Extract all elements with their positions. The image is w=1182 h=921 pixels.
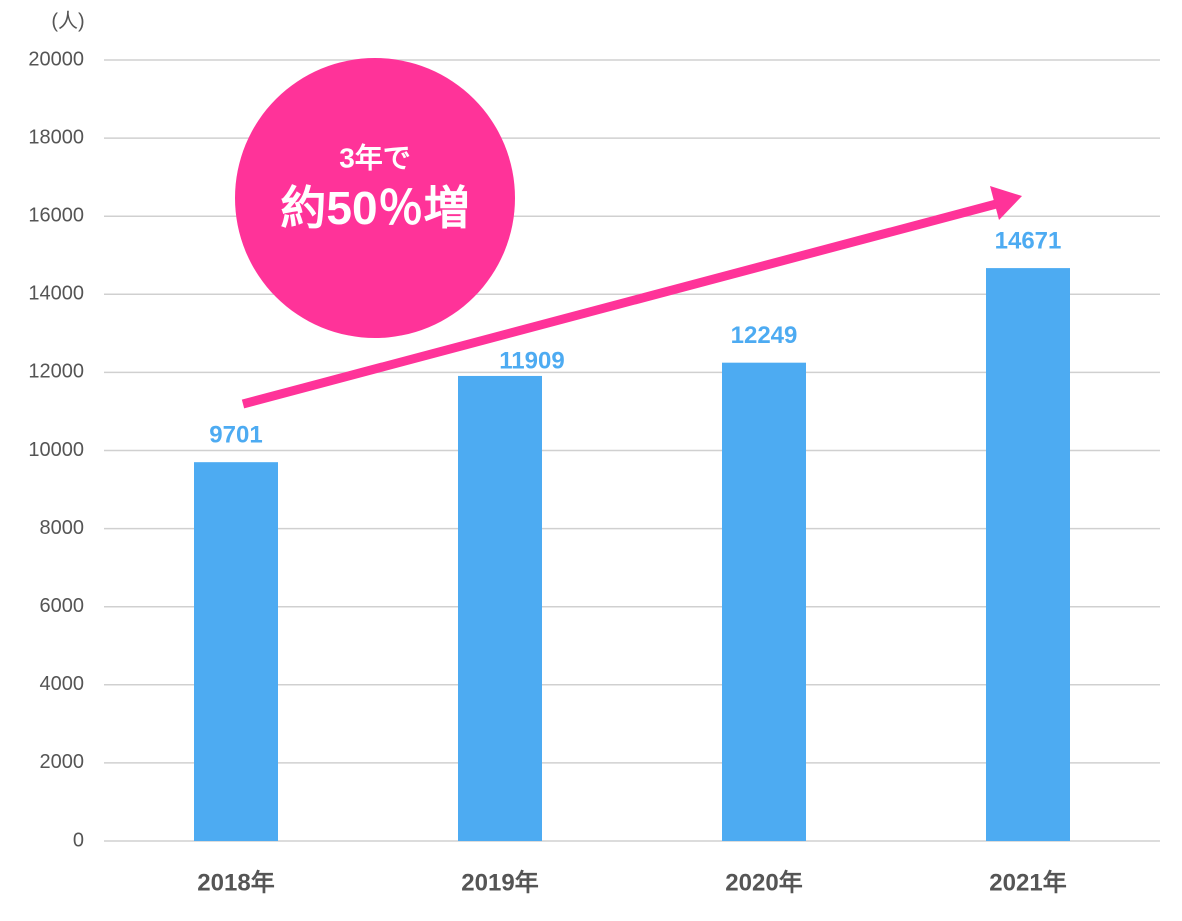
- value-label: 9701: [209, 422, 262, 449]
- value-label: 14671: [995, 227, 1062, 254]
- bar: [458, 375, 542, 841]
- annotation-line1: 3年で: [339, 141, 411, 173]
- x-tick-label: 2021年: [989, 868, 1066, 896]
- y-tick-label: 2000: [40, 751, 85, 773]
- arrow-head: [990, 186, 1022, 220]
- bar: [986, 268, 1070, 842]
- y-tick-label: 4000: [40, 673, 85, 695]
- y-tick-label: 6000: [40, 595, 85, 617]
- value-label: 12249: [731, 322, 798, 349]
- x-tick-label: 2020年: [725, 868, 802, 896]
- y-tick-label: 10000: [28, 439, 84, 461]
- trend-arrow: [241, 198, 1002, 409]
- x-tick-label: 2019年: [461, 868, 538, 896]
- y-tick-label: 16000: [28, 204, 84, 226]
- annotation-circle: [235, 58, 515, 338]
- annotation-line2: 約50％増: [280, 182, 469, 234]
- y-unit: (人): [51, 9, 84, 32]
- y-tick-label: 0: [73, 829, 84, 851]
- y-tick-label: 14000: [28, 283, 84, 305]
- bar: [722, 362, 806, 841]
- y-tick-label: 20000: [28, 48, 84, 70]
- x-tick-label: 2018年: [197, 868, 274, 896]
- y-tick-label: 12000: [28, 361, 84, 383]
- bar: [194, 462, 278, 841]
- y-tick-label: 8000: [40, 517, 85, 539]
- y-tick-label: 18000: [28, 126, 84, 148]
- value-label: 11909: [499, 347, 564, 374]
